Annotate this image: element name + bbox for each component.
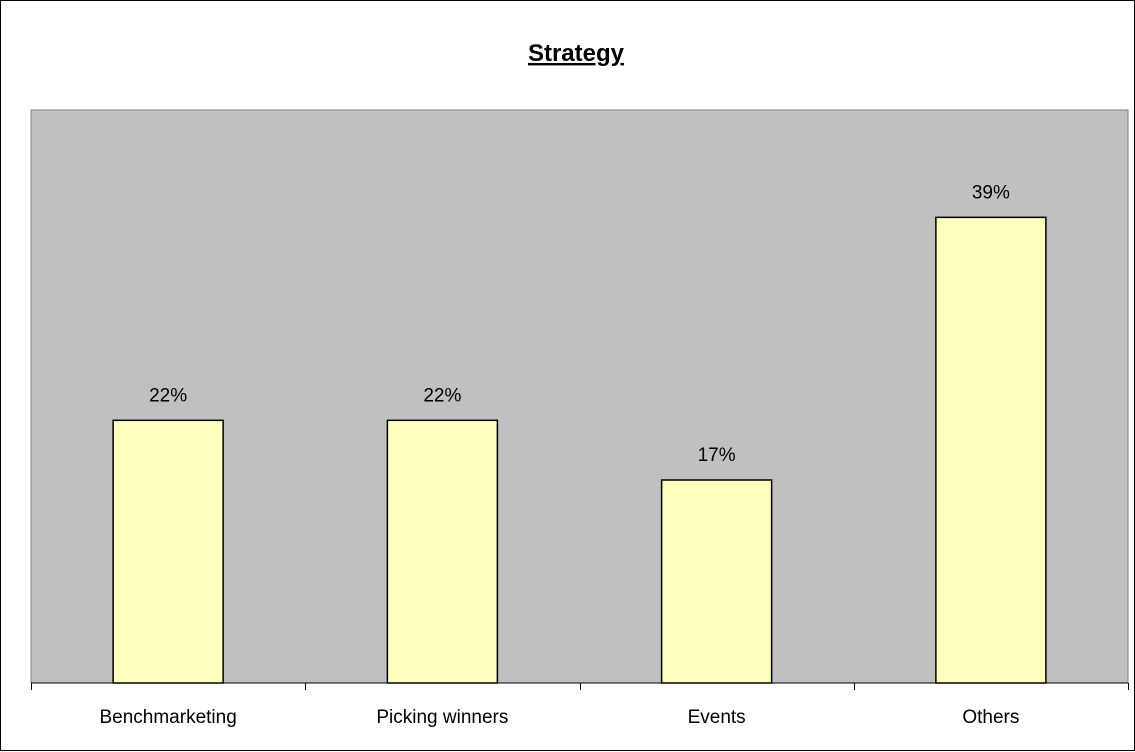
category-label: Events [688, 707, 746, 728]
category-label: Picking winners [376, 707, 508, 728]
data-label: 22% [423, 385, 461, 406]
bars-layer [112, 216, 1047, 684]
bar-others [935, 216, 1047, 684]
category-label: Benchmarketing [99, 707, 236, 728]
chart-title: Strategy [528, 40, 625, 67]
labels-layer: 22% Benchmarketing 22% Picking winners 17% Ev… [99, 182, 1019, 728]
bar-benchmarketing [112, 419, 224, 684]
data-label: 22% [149, 385, 187, 406]
bar-picking-winners [386, 419, 499, 684]
ticks-layer [31, 683, 1129, 690]
bar-events [660, 479, 773, 684]
category-label: Others [962, 707, 1019, 728]
data-label: 17% [698, 445, 736, 466]
data-label: 39% [972, 182, 1010, 203]
